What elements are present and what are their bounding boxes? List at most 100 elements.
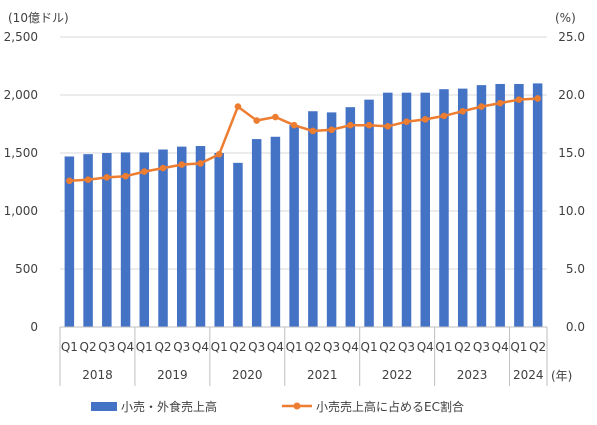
bar-series — [64, 83, 543, 328]
quarter-label: Q3 — [323, 340, 340, 354]
right-tick-label: 20.0 — [558, 88, 585, 102]
line-point — [140, 168, 148, 175]
quarter-label: Q4 — [492, 340, 509, 354]
quarter-label: Q3 — [248, 340, 265, 354]
line-point — [197, 160, 204, 167]
quarter-label: Q1 — [136, 340, 153, 354]
left-tick-label: 2,000 — [4, 88, 38, 102]
bar — [532, 83, 543, 328]
bar — [457, 88, 468, 328]
bar — [364, 99, 374, 327]
left-tick-label: 2,500 — [4, 30, 38, 44]
year-label: 2024 — [513, 368, 544, 382]
line-point — [459, 107, 467, 115]
line-point — [421, 116, 429, 123]
x-axis-unit: (年) — [551, 369, 572, 383]
line-point — [328, 126, 335, 134]
legend-line-marker — [293, 402, 301, 410]
left-axis-unit: (10億ドル) — [8, 11, 69, 25]
quarter-label: Q2 — [304, 340, 321, 354]
quarter-label: Q1 — [211, 340, 228, 354]
line-point — [309, 127, 317, 135]
legend-item-line: 小売売上高に占めるEC割合 — [282, 399, 464, 414]
quarter-label: Q4 — [417, 340, 434, 354]
bar — [289, 125, 299, 327]
line-point — [215, 150, 223, 158]
quarter-label: Q1 — [61, 340, 78, 354]
line-point — [253, 117, 260, 124]
quarter-label: Q3 — [398, 340, 415, 354]
bar — [233, 162, 243, 327]
right-axis-unit: (%) — [555, 11, 576, 25]
line-point — [440, 112, 448, 120]
bar — [420, 92, 430, 328]
legend-label-bars: 小売・外食売上高 — [121, 399, 217, 414]
quarter-label: Q2 — [529, 340, 546, 354]
bar — [139, 152, 150, 327]
bar — [177, 146, 187, 327]
bar — [345, 107, 356, 328]
right-tick-label: 25.0 — [558, 30, 585, 44]
legend-bar-swatch — [91, 402, 117, 411]
line-point — [234, 103, 242, 110]
line-point — [496, 99, 504, 107]
bar — [439, 89, 449, 327]
line-point — [66, 177, 73, 185]
year-label: 2022 — [382, 368, 413, 382]
line-point — [534, 95, 541, 102]
bar — [64, 156, 75, 327]
right-tick-label: 10.0 — [558, 204, 585, 218]
left-tick-label: 0 — [30, 320, 38, 334]
line-point — [478, 103, 485, 110]
bar — [251, 139, 262, 327]
quarter-label: Q2 — [154, 340, 171, 354]
quarter-label: Q2 — [379, 340, 396, 354]
quarter-label: Q1 — [286, 340, 303, 354]
line-point — [347, 121, 354, 129]
bar — [83, 154, 93, 327]
year-label: 2018 — [82, 368, 113, 382]
quarter-label: Q1 — [361, 340, 378, 354]
year-label: 2019 — [157, 368, 188, 382]
bar — [308, 111, 318, 328]
bar — [476, 85, 487, 327]
line-point — [103, 174, 111, 181]
bar — [195, 146, 206, 327]
quarter-label: Q4 — [117, 340, 134, 354]
right-tick-label: 5.0 — [566, 262, 585, 276]
year-label: 2020 — [232, 368, 263, 382]
bar — [401, 92, 412, 328]
quarter-label: Q3 — [98, 340, 115, 354]
legend-item-bars: 小売・外食売上高 — [91, 399, 217, 414]
quarter-label: Q4 — [342, 340, 359, 354]
line-point — [365, 121, 373, 129]
legend-label-line: 小売売上高に占めるEC割合 — [316, 399, 464, 414]
line-point — [159, 164, 167, 172]
quarter-label: Q2 — [454, 340, 471, 354]
line-point — [403, 118, 410, 125]
line-point — [515, 96, 523, 103]
line-point — [178, 161, 186, 168]
left-tick-label: 1,000 — [4, 204, 38, 218]
axes: 0 0.0 500 5.0 1,000 10.0 1,500 15.0 2,000 20.0 2,5… — [4, 30, 585, 386]
bar — [326, 112, 337, 328]
line-point — [290, 121, 298, 129]
bar — [158, 149, 168, 327]
axis-labels: (10億ドル) (%) (年) — [8, 11, 576, 383]
legend: 小売・外食売上高 小売売上高に占めるEC割合 — [91, 399, 464, 414]
bar — [270, 136, 281, 327]
gridlines — [60, 36, 547, 328]
bar — [102, 153, 112, 327]
quarter-label: Q4 — [267, 340, 284, 354]
line-series — [66, 95, 541, 185]
quarter-label: Q1 — [510, 340, 527, 354]
year-label: 2021 — [307, 368, 338, 382]
quarter-label: Q3 — [473, 340, 490, 354]
quarter-label: Q2 — [80, 340, 97, 354]
left-tick-label: 500 — [15, 262, 38, 276]
line-point — [384, 123, 392, 130]
line-point — [272, 113, 279, 121]
quarter-label: Q4 — [192, 340, 209, 354]
bar — [214, 153, 224, 327]
line-point — [84, 176, 92, 183]
